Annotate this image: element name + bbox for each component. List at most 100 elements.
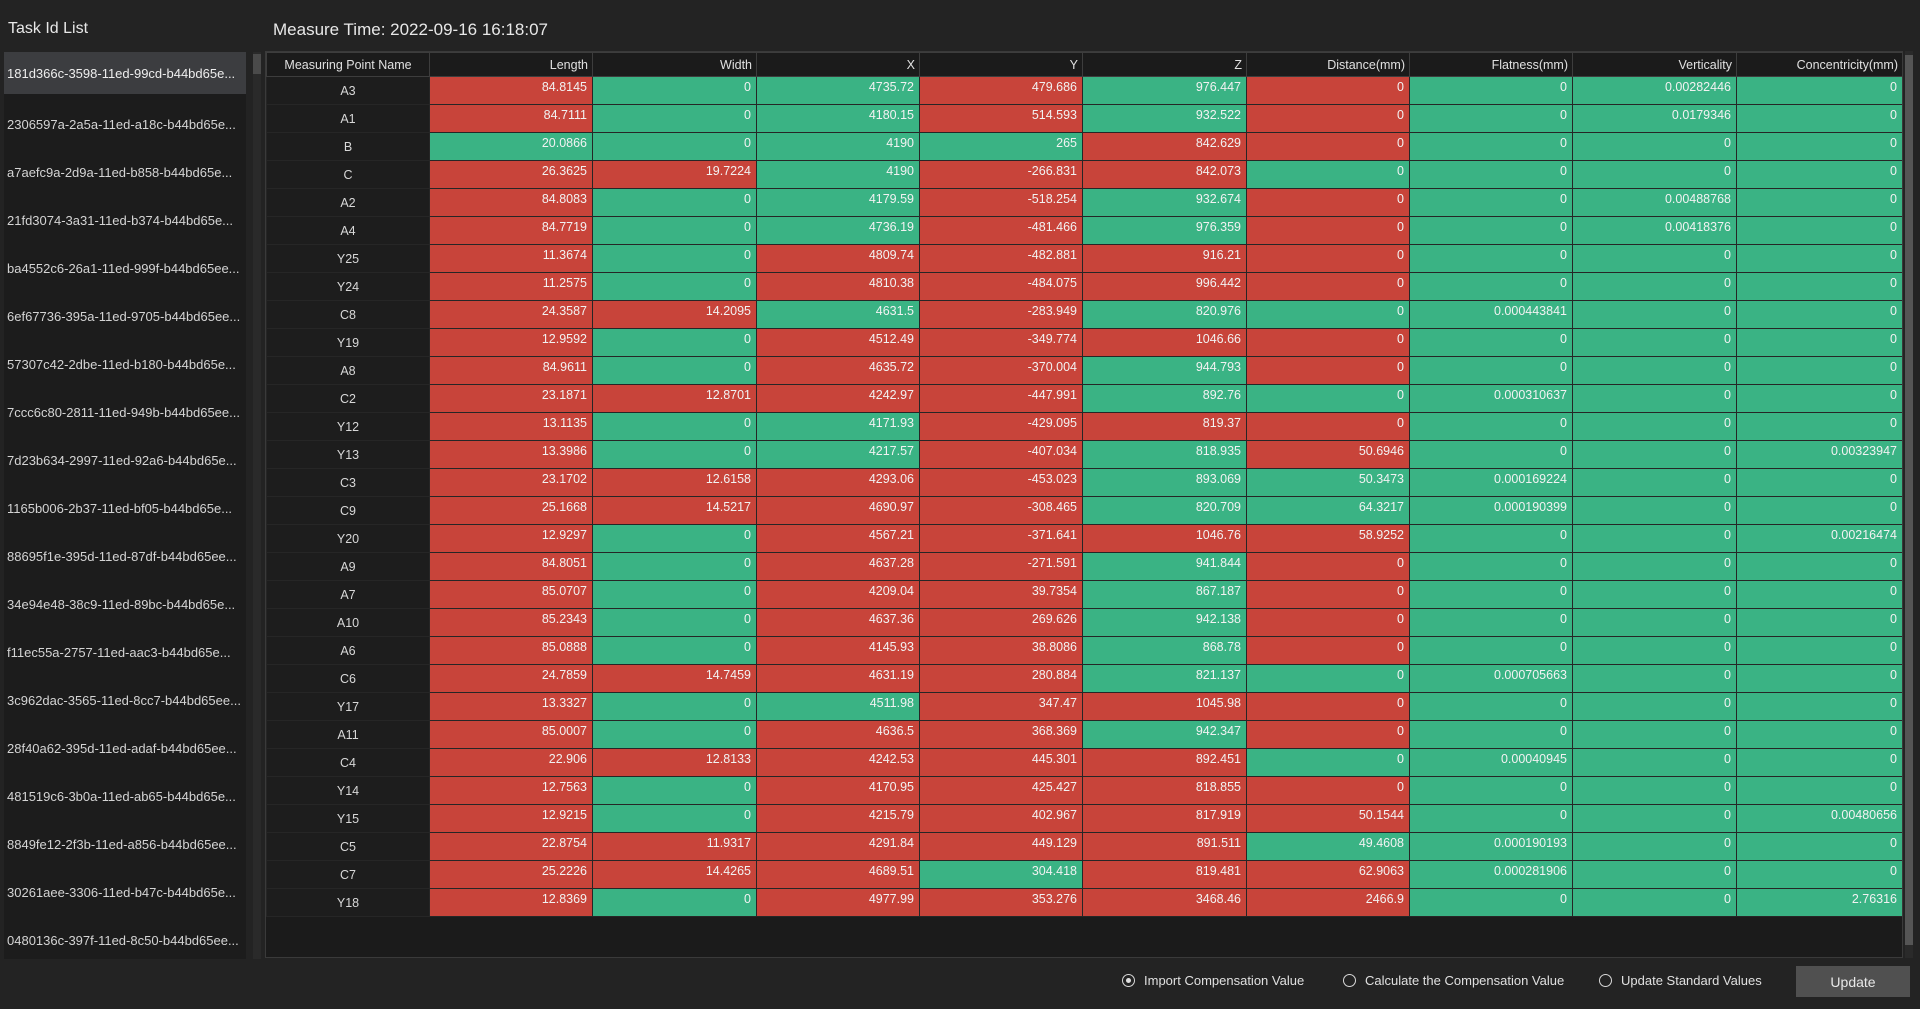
value-cell: 0	[1246, 272, 1410, 301]
table-row[interactable]: Y19 12.9592 0 4512.49 -349.774 1046.66 0 0 0 0	[266, 328, 1902, 357]
table-row[interactable]: Y17 13.3327 0 4511.98 347.47 1045.98 0 0 0 0	[266, 692, 1902, 721]
value-cell: 50.1544	[1246, 804, 1410, 833]
table-row[interactable]: B 20.0866 0 4190 265 842.629 0 0 0 0	[266, 132, 1902, 161]
table-row[interactable]: A8 84.9611 0 4635.72 -370.004 944.793 0 0 0 0	[266, 356, 1902, 385]
value-cell: 0	[1572, 300, 1737, 329]
table-row[interactable]: A2 84.8083 0 4179.59 -518.254 932.674 0 0 0.0048…	[266, 188, 1902, 217]
column-header[interactable]: Z	[1082, 52, 1247, 77]
table-row[interactable]: Y15 12.9215 0 4215.79 402.967 817.919 50.1544 0…	[266, 804, 1902, 833]
update-button[interactable]: Update	[1796, 966, 1910, 997]
task-id-item[interactable]: 30261aee-3306-11ed-b47c-b44bd65e...	[7, 884, 236, 900]
column-header[interactable]: Distance(mm)	[1246, 52, 1410, 77]
value-cell: 0	[1572, 384, 1737, 413]
value-cell: 932.674	[1082, 188, 1247, 217]
column-header[interactable]: Width	[592, 52, 757, 77]
task-id-item[interactable]: 57307c42-2dbe-11ed-b180-b44bd65e...	[7, 356, 236, 372]
task-id-item[interactable]: 88695f1e-395d-11ed-87df-b44bd65ee...	[7, 548, 237, 564]
point-name-cell: A6	[266, 636, 430, 665]
value-cell: 0	[1246, 188, 1410, 217]
column-header[interactable]: Flatness(mm)	[1409, 52, 1573, 77]
task-id-item[interactable]: 21fd3074-3a31-11ed-b374-b44bd65e...	[7, 212, 234, 228]
table-row[interactable]: Y18 12.8369 0 4977.99 353.276 3468.46 2466.9 0 0…	[266, 888, 1902, 917]
task-id-item[interactable]: 8849fe12-2f3b-11ed-a856-b44bd65ee...	[7, 836, 237, 852]
table-row[interactable]: A1 84.7111 0 4180.15 514.593 932.522 0 0 0.01793…	[266, 104, 1902, 133]
table-row[interactable]: C6 24.7859 14.7459 4631.19 280.884 821.137 0 0.…	[266, 664, 1902, 693]
task-id-item[interactable]: 181d366c-3598-11ed-99cd-b44bd65e...	[4, 52, 246, 94]
table-row[interactable]: A9 84.8051 0 4637.28 -271.591 941.844 0 0 0 0	[266, 552, 1902, 581]
task-list-scrollbar[interactable]	[253, 52, 261, 959]
table-row[interactable]: A6 85.0888 0 4145.93 38.8086 868.78 0 0 0 0	[266, 636, 1902, 665]
value-cell: 4512.49	[756, 328, 920, 357]
task-id-item[interactable]: 7ccc6c80-2811-11ed-949b-b44bd65ee...	[7, 404, 240, 420]
task-id-item[interactable]: 481519c6-3b0a-11ed-ab65-b44bd65e...	[7, 788, 236, 804]
table-row[interactable]: Y14 12.7563 0 4170.95 425.427 818.855 0 0 0 0	[266, 776, 1902, 805]
value-cell: 0	[1572, 524, 1737, 553]
value-cell: 0	[1409, 720, 1573, 749]
value-cell: -371.641	[919, 524, 1083, 553]
value-cell: 84.8145	[429, 76, 593, 105]
table-row[interactable]: A11 85.0007 0 4636.5 368.369 942.347 0 0 0 0	[266, 720, 1902, 749]
value-cell: 868.78	[1082, 636, 1247, 665]
calculate-compensation-radio[interactable]: Calculate the Compensation Value	[1343, 973, 1564, 988]
table-row[interactable]: Y13 13.3986 0 4217.57 -407.034 818.935 50.6946…	[266, 440, 1902, 469]
column-header[interactable]: Concentricity(mm)	[1736, 52, 1902, 77]
table-row[interactable]: C4 22.906 12.8133 4242.53 445.301 892.451 0 0.0…	[266, 748, 1902, 777]
column-header[interactable]: Measuring Point Name	[266, 52, 430, 77]
task-id-item[interactable]: 7d23b634-2997-11ed-92a6-b44bd65e...	[7, 452, 237, 468]
table-row[interactable]: C2 23.1871 12.8701 4242.97 -447.991 892.76 0 0.…	[266, 384, 1902, 413]
task-id-item[interactable]: 0480136c-397f-11ed-8c50-b44bd65ee...	[7, 932, 239, 948]
value-cell: 14.4265	[592, 860, 757, 889]
table-row[interactable]: C9 25.1668 14.5217 4690.97 -308.465 820.709 64…	[266, 496, 1902, 525]
task-id-item[interactable]: 1165b006-2b37-11ed-bf05-b44bd65e...	[7, 500, 233, 516]
value-cell: 916.21	[1082, 244, 1247, 273]
table-scrollbar[interactable]	[1905, 51, 1913, 958]
radio-circle[interactable]	[1343, 974, 1356, 987]
table-row[interactable]: C7 25.2226 14.4265 4689.51 304.418 819.481 62.…	[266, 860, 1902, 889]
value-cell: 20.0866	[429, 132, 593, 161]
task-id-item[interactable]: a7aefc9a-2d9a-11ed-b858-b44bd65e...	[7, 164, 233, 180]
table-row[interactable]: C5 22.8754 11.9317 4291.84 449.129 891.511 49.…	[266, 832, 1902, 861]
task-id-item[interactable]: 34e94e48-38c9-11ed-89bc-b44bd65e...	[7, 596, 236, 612]
calculate-compensation-label: Calculate the Compensation Value	[1365, 973, 1565, 988]
table-row[interactable]: A4 84.7719 0 4736.19 -481.466 976.359 0 0 0.0041…	[266, 216, 1902, 245]
table-row[interactable]: A10 85.2343 0 4637.36 269.626 942.138 0 0 0 0	[266, 608, 1902, 637]
task-id-item[interactable]: 2306597a-2a5a-11ed-a18c-b44bd65e...	[7, 116, 236, 132]
task-id-item[interactable]: ba4552c6-26a1-11ed-999f-b44bd65ee...	[7, 260, 240, 276]
table-row[interactable]: A7 85.0707 0 4209.04 39.7354 867.187 0 0 0 0	[266, 580, 1902, 609]
radio-circle[interactable]	[1599, 974, 1612, 987]
value-cell: 368.369	[919, 720, 1083, 749]
table-scroll-thumb[interactable]	[1905, 55, 1913, 945]
column-header[interactable]: Y	[919, 52, 1083, 77]
task-id-item[interactable]: 6ef67736-395a-11ed-9705-b44bd65ee...	[7, 308, 241, 324]
table-row[interactable]: Y20 12.9297 0 4567.21 -371.641 1046.76 58.9252…	[266, 524, 1902, 553]
table-row[interactable]: Y25 11.3674 0 4809.74 -482.881 916.21 0 0 0 0	[266, 244, 1902, 273]
column-header[interactable]: Length	[429, 52, 593, 77]
value-cell: 4690.97	[756, 496, 920, 525]
value-cell: 85.2343	[429, 608, 593, 637]
task-id-item[interactable]: f11ec55a-2757-11ed-aac3-b44bd65e...	[7, 644, 231, 660]
task-id-list[interactable]: 181d366c-3598-11ed-99cd-b44bd65e... 23065…	[4, 52, 246, 959]
value-cell: 0	[1736, 216, 1902, 245]
table-row[interactable]: Y12 13.1135 0 4171.93 -429.095 819.37 0 0 0 0	[266, 412, 1902, 441]
column-header[interactable]: X	[756, 52, 920, 77]
value-cell: 0	[1572, 860, 1737, 889]
value-cell: 0	[592, 636, 757, 665]
table-row[interactable]: Y24 11.2575 0 4810.38 -484.075 996.442 0 0 0 0	[266, 272, 1902, 301]
radio-circle[interactable]	[1122, 974, 1135, 987]
table-row[interactable]: C 26.3625 19.7224 4190 -266.831 842.073 0 0 0 0	[266, 160, 1902, 189]
table-row[interactable]: A3 84.8145 0 4735.72 479.686 976.447 0 0 0.00282…	[266, 76, 1902, 105]
table-row[interactable]: C8 24.3587 14.2095 4631.5 -283.949 820.976 0 0.…	[266, 300, 1902, 329]
task-id-item[interactable]: 3c962dac-3565-11ed-8cc7-b44bd65ee...	[7, 692, 241, 708]
value-cell: 4637.36	[756, 608, 920, 637]
update-standard-values-radio[interactable]: Update Standard Values	[1599, 973, 1762, 988]
table-row[interactable]: C3 23.1702 12.6158 4293.06 -453.023 893.069 50…	[266, 468, 1902, 497]
task-id-item[interactable]: 28f40a62-395d-11ed-adaf-b44bd65ee...	[7, 740, 237, 756]
value-cell: 0	[1246, 384, 1410, 413]
task-list-scroll-thumb[interactable]	[253, 54, 261, 74]
value-cell: 0	[1736, 748, 1902, 777]
value-cell: 0.000190399	[1409, 496, 1573, 525]
column-header[interactable]: Verticality	[1572, 52, 1737, 77]
import-compensation-radio[interactable]: Import Compensation Value	[1122, 973, 1304, 988]
value-cell: 11.3674	[429, 244, 593, 273]
point-name-cell: A9	[266, 552, 430, 581]
